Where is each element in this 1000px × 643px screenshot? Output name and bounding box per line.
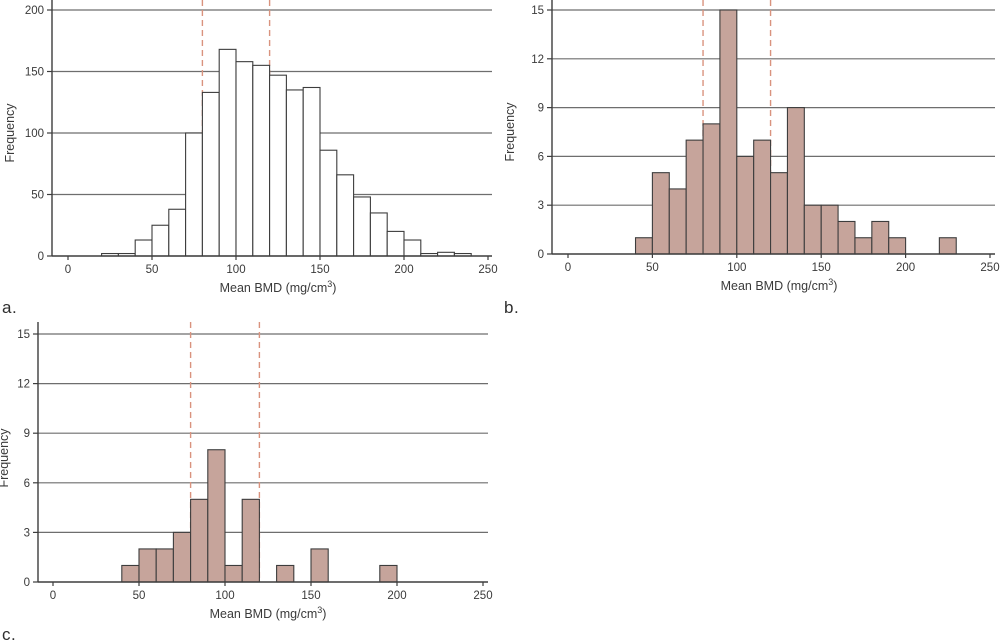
y-tick-label: 200 (25, 5, 44, 17)
x-tick-label: 150 (812, 262, 831, 274)
x-tick-label: 250 (473, 590, 492, 602)
histogram-bar (172, 531, 192, 583)
y-axis-title: Frequency (0, 428, 11, 488)
histogram-bar (185, 132, 203, 257)
histogram-panel-b: 0 3 6 9 12 15 0 50 100 150 200 250 Frequency Mean BMD… (498, 0, 1000, 298)
histogram-panel-a: 0 50 100 150 200 0 50 100 150 200 250 Frequency Mean… (0, 0, 500, 298)
histogram-bar (803, 204, 822, 255)
y-tick-label: 9 (538, 103, 544, 115)
histogram-bar (719, 9, 738, 255)
histogram-bar (151, 224, 170, 257)
x-tick-label: 100 (226, 264, 245, 276)
histogram-bar (134, 239, 153, 257)
histogram-bar (336, 174, 355, 257)
y-tick-label: 0 (24, 577, 30, 589)
y-axis-title: Frequency (503, 102, 517, 162)
x-tick-label: 0 (65, 264, 71, 276)
histogram-bar (224, 564, 243, 583)
x-tick-label: 200 (394, 264, 413, 276)
y-tick-label: 6 (538, 151, 544, 163)
x-axis-title: Mean BMD (mg/cm3) (220, 279, 337, 295)
histogram-bar (168, 208, 187, 257)
x-axis-title: Mean BMD (mg/cm3) (721, 277, 838, 293)
histogram-bar (854, 237, 873, 255)
x-tick-label: 200 (896, 262, 915, 274)
histogram-bar (241, 498, 260, 583)
histogram-bar (379, 564, 398, 583)
histogram-bar (121, 564, 140, 583)
y-tick-label: 100 (25, 128, 44, 140)
y-tick-label: 150 (25, 67, 44, 79)
histogram-chart-a: 0 50 100 150 200 0 50 100 150 200 250 Frequency Mean… (3, 0, 498, 295)
histogram-bar (938, 237, 957, 255)
y-tick-label: 15 (531, 5, 544, 17)
y-tick-label: 0 (38, 251, 44, 263)
histogram-bar (369, 212, 388, 257)
y-tick-label: 50 (31, 190, 44, 202)
x-tick-label: 50 (133, 590, 146, 602)
histogram-bar (736, 155, 755, 255)
panel-label-c: c. (2, 625, 17, 643)
histogram-bar (685, 139, 704, 255)
histogram-bar (386, 230, 405, 257)
histogram-bar (702, 123, 721, 255)
histogram-bar (820, 204, 839, 255)
histogram-bar (871, 220, 890, 255)
histogram-bar (403, 239, 422, 257)
x-tick-label: 100 (727, 262, 746, 274)
x-tick-label: 150 (310, 264, 329, 276)
histogram-bar (302, 86, 321, 257)
histogram-bar (786, 107, 805, 255)
x-tick-label: 200 (387, 590, 406, 602)
histogram-bar (753, 139, 772, 255)
x-tick-label: 0 (50, 590, 56, 602)
panel-label-a: a. (2, 298, 18, 317)
x-tick-label: 250 (980, 262, 999, 274)
histogram-bar (651, 172, 670, 255)
histogram-bar (668, 188, 687, 255)
x-tick-label: 50 (146, 264, 159, 276)
histogram-bar (252, 64, 271, 257)
x-axis-title: Mean BMD (mg/cm3) (210, 605, 327, 621)
histogram-panel-c: 0 3 6 9 12 15 0 50 100 150 200 250 Frequency Mean BMD… (0, 318, 500, 624)
histogram-bar (285, 89, 304, 257)
histogram-bar (155, 548, 174, 583)
histogram-bar (190, 498, 209, 583)
y-tick-label: 3 (24, 527, 30, 539)
y-tick-label: 0 (538, 249, 544, 261)
histogram-bar (837, 220, 856, 255)
histogram-bar (276, 564, 295, 583)
y-tick-label: 9 (24, 428, 30, 440)
x-tick-label: 150 (301, 590, 320, 602)
histogram-bar (269, 74, 287, 257)
histogram-bar (634, 237, 653, 255)
x-tick-label: 0 (565, 262, 571, 274)
histogram-bar (888, 237, 907, 255)
histogram-bar (310, 548, 329, 583)
histogram-bar (138, 548, 157, 583)
histogram-bar (770, 172, 788, 255)
panel-label-b: b. (504, 298, 520, 317)
y-tick-label: 12 (531, 54, 544, 66)
y-tick-label: 3 (538, 200, 544, 212)
y-tick-label: 6 (24, 478, 30, 490)
y-tick-label: 12 (17, 379, 30, 391)
histogram-bar (353, 196, 371, 257)
x-tick-label: 250 (478, 264, 497, 276)
x-tick-label: 100 (215, 590, 234, 602)
histogram-bar (201, 91, 220, 257)
x-tick-label: 50 (646, 262, 659, 274)
histogram-bar (319, 149, 338, 257)
histogram-bar (218, 48, 237, 257)
y-axis-title: Frequency (3, 103, 17, 163)
y-tick-label: 15 (17, 329, 30, 341)
histogram-bar (235, 61, 254, 257)
histogram-bar (207, 449, 226, 583)
